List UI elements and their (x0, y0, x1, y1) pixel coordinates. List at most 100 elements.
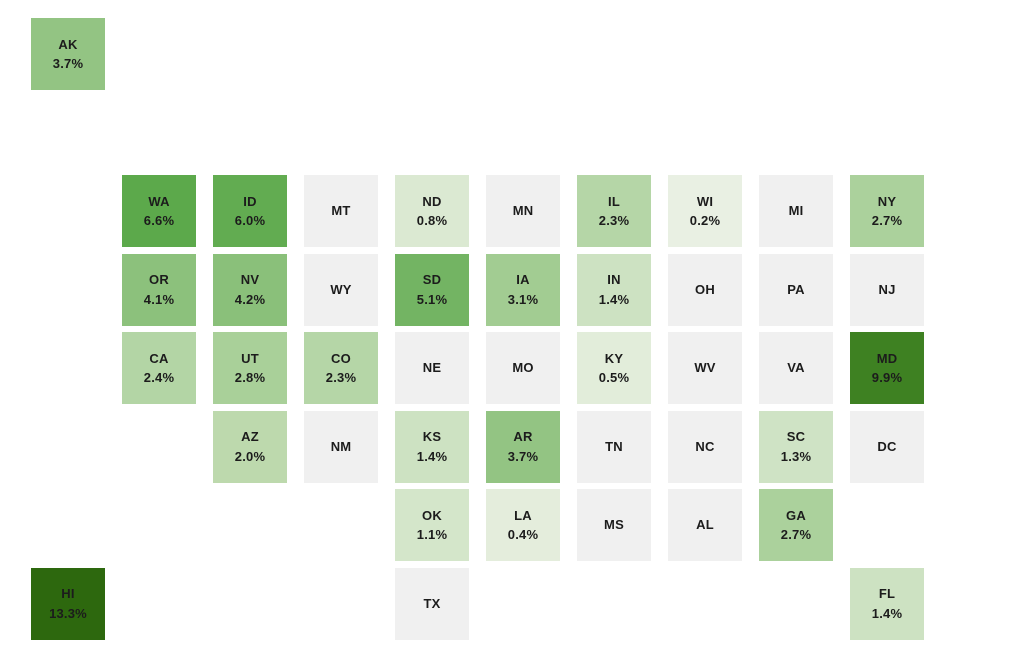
state-abbr: MS (604, 517, 624, 533)
state-value: 0.8% (416, 213, 448, 228)
state-abbr: TN (605, 438, 623, 454)
state-tile-ok[interactable]: OK 1.1% (395, 489, 469, 561)
state-value: 2.3% (598, 213, 630, 228)
state-abbr: MT (331, 203, 351, 219)
state-tile-la[interactable]: LA 0.4% (486, 489, 560, 561)
state-tile-ny[interactable]: NY 2.7% (850, 175, 924, 247)
state-tile-ky[interactable]: KY 0.5% (577, 332, 651, 404)
state-abbr: ID (243, 193, 257, 209)
state-tile-wa[interactable]: WA 6.6% (122, 175, 196, 247)
state-value: 1.4% (416, 448, 448, 464)
state-tile-il[interactable]: IL 2.3% (577, 175, 651, 247)
state-abbr: AZ (241, 429, 259, 444)
state-abbr: SD (422, 272, 442, 287)
state-abbr: WY (330, 281, 352, 297)
state-tile-hi[interactable]: HI 13.3% (31, 567, 105, 640)
state-tile-ne[interactable]: NE (395, 332, 469, 404)
state-abbr: UT (241, 350, 259, 366)
state-abbr: MO (512, 360, 534, 376)
state-abbr: NJ (878, 281, 896, 297)
state-tile-tx[interactable]: TX (395, 567, 469, 640)
state-abbr: NM (330, 438, 352, 454)
state-value: 2.4% (143, 370, 175, 385)
state-value: 3.7% (52, 56, 84, 71)
state-abbr: WA (148, 193, 170, 209)
state-value: 1.4% (598, 291, 630, 307)
state-tile-ga[interactable]: GA 2.7% (759, 489, 833, 561)
state-tile-mo[interactable]: MO (486, 332, 560, 404)
state-tile-ar[interactable]: AR 3.7% (486, 410, 560, 483)
state-abbr: KS (422, 429, 442, 444)
state-tile-ms[interactable]: MS (577, 489, 651, 561)
state-tile-or[interactable]: OR 4.1% (122, 253, 196, 326)
state-tile-in[interactable]: IN 1.4% (577, 253, 651, 326)
state-tile-al[interactable]: AL (668, 489, 742, 561)
state-tile-az[interactable]: AZ 2.0% (213, 410, 287, 483)
state-value: 3.1% (507, 291, 539, 307)
state-value: 4.1% (143, 291, 175, 307)
state-abbr: CA (149, 350, 169, 366)
state-tile-ak[interactable]: AK 3.7% (31, 18, 105, 90)
state-tile-oh[interactable]: OH (668, 253, 742, 326)
state-tile-nv[interactable]: NV 4.2% (213, 253, 287, 326)
state-abbr: OH (695, 281, 715, 297)
state-abbr: OR (149, 272, 169, 287)
state-value: 13.3% (49, 605, 87, 621)
state-abbr: MD (876, 350, 898, 366)
state-abbr: ND (422, 193, 442, 209)
state-abbr: TX (423, 595, 441, 611)
state-tile-sd[interactable]: SD 5.1% (395, 253, 469, 326)
state-tile-ia[interactable]: IA 3.1% (486, 253, 560, 326)
state-tile-fl[interactable]: FL 1.4% (850, 567, 924, 640)
state-abbr: AR (513, 429, 533, 444)
state-value: 0.5% (598, 370, 630, 385)
state-tile-mi[interactable]: MI (759, 175, 833, 247)
state-value: 2.7% (871, 213, 903, 228)
state-tile-va[interactable]: VA (759, 332, 833, 404)
state-tile-wv[interactable]: WV (668, 332, 742, 404)
state-value: 1.1% (416, 527, 448, 542)
state-tile-mt[interactable]: MT (304, 175, 378, 247)
state-abbr: OK (422, 507, 442, 523)
state-abbr: KY (604, 350, 624, 366)
state-value: 2.8% (234, 370, 266, 385)
state-tile-dc[interactable]: DC (850, 410, 924, 483)
state-tile-ks[interactable]: KS 1.4% (395, 410, 469, 483)
state-tile-ut[interactable]: UT 2.8% (213, 332, 287, 404)
state-tile-co[interactable]: CO 2.3% (304, 332, 378, 404)
state-abbr: VA (787, 360, 805, 376)
state-tile-wy[interactable]: WY (304, 253, 378, 326)
state-abbr: NV (240, 272, 260, 287)
state-abbr: FL (878, 586, 896, 601)
state-tile-nm[interactable]: NM (304, 410, 378, 483)
state-value: 6.6% (143, 213, 175, 228)
state-value: 2.7% (780, 527, 812, 542)
state-tile-md[interactable]: MD 9.9% (850, 332, 924, 404)
state-tile-wi[interactable]: WI 0.2% (668, 175, 742, 247)
state-tile-tn[interactable]: TN (577, 410, 651, 483)
state-tile-id[interactable]: ID 6.0% (213, 175, 287, 247)
state-tile-nc[interactable]: NC (668, 410, 742, 483)
state-tile-ca[interactable]: CA 2.4% (122, 332, 196, 404)
state-tile-nd[interactable]: ND 0.8% (395, 175, 469, 247)
state-tile-nj[interactable]: NJ (850, 253, 924, 326)
state-abbr: SC (786, 429, 806, 444)
state-abbr: WV (694, 360, 716, 376)
state-abbr: MN (512, 203, 534, 219)
state-tile-mn[interactable]: MN (486, 175, 560, 247)
state-tile-sc[interactable]: SC 1.3% (759, 410, 833, 483)
state-value: 3.7% (507, 448, 539, 464)
state-value: 4.2% (234, 291, 266, 307)
state-abbr: IN (607, 272, 621, 287)
state-tile-pa[interactable]: PA (759, 253, 833, 326)
state-value: 0.2% (689, 213, 721, 228)
state-abbr: IA (516, 272, 530, 287)
state-abbr: NC (695, 438, 715, 454)
state-abbr: WI (696, 193, 714, 209)
state-abbr: DC (877, 438, 897, 454)
state-value: 1.4% (871, 605, 903, 621)
state-abbr: PA (787, 281, 805, 297)
state-value: 5.1% (416, 291, 448, 307)
state-abbr: GA (786, 507, 806, 523)
